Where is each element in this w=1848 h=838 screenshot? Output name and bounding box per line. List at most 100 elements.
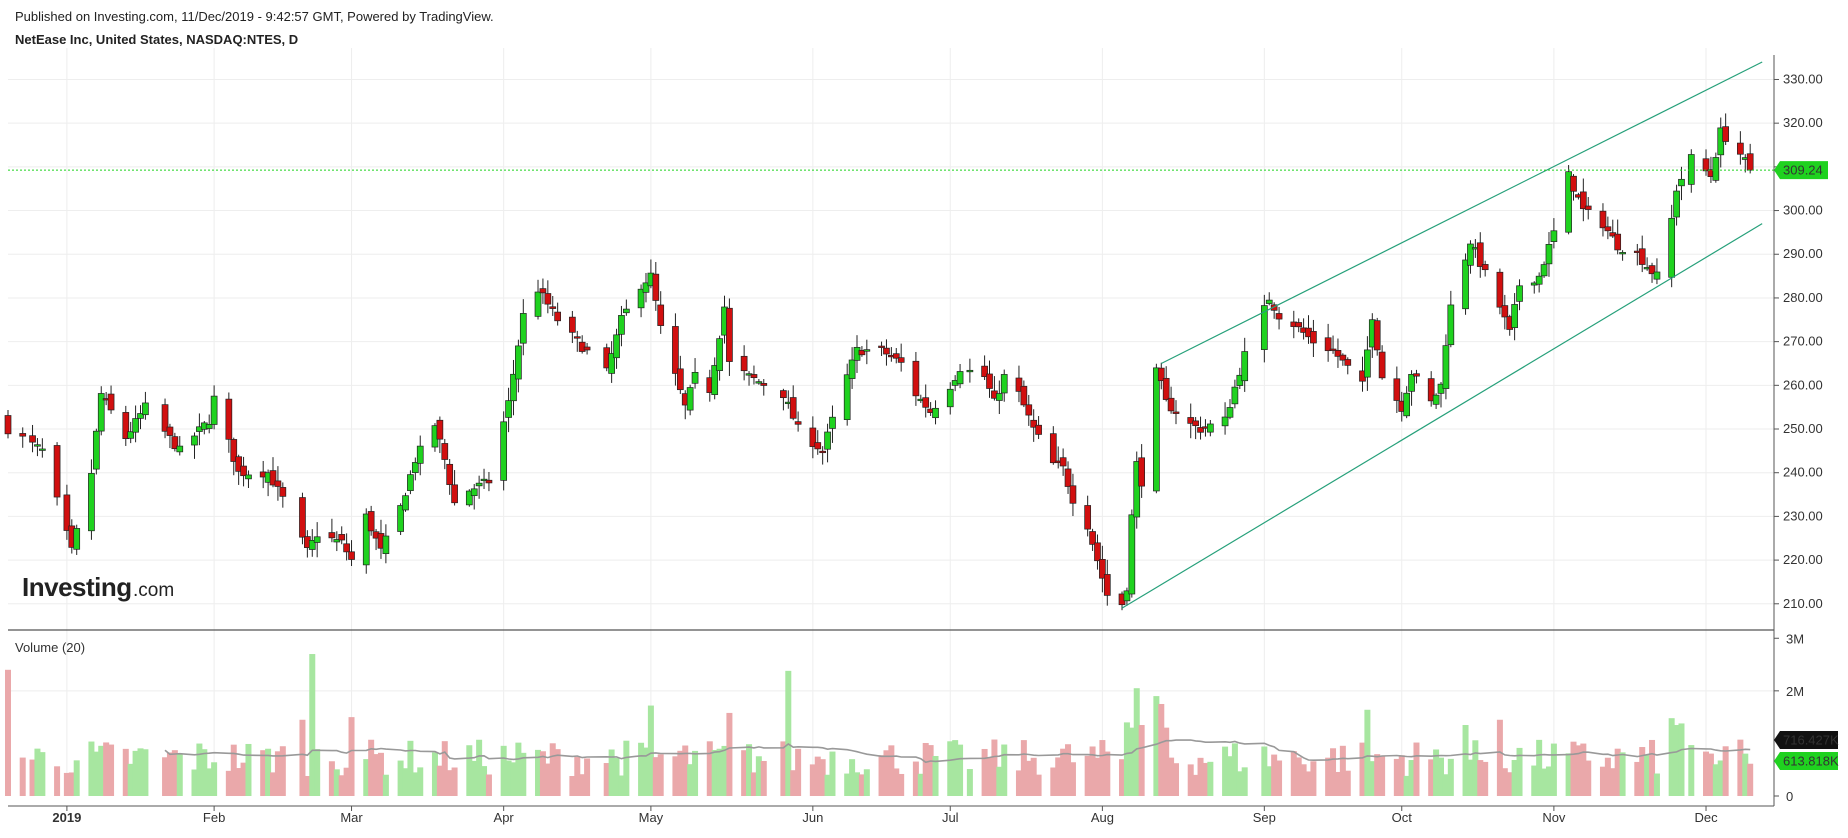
volume-bar (1271, 754, 1278, 796)
volume-bar (1207, 761, 1214, 796)
volume-bar (952, 740, 959, 796)
candle-body (505, 400, 512, 418)
candle-body (569, 316, 576, 333)
volume-bar (716, 748, 723, 796)
volume-bar (1099, 740, 1106, 796)
volume-bar (854, 772, 861, 796)
candle-body (1069, 485, 1077, 504)
candle-body (843, 374, 851, 420)
candle-body (382, 535, 390, 554)
volume-bar (1128, 727, 1135, 796)
volume-bar (1433, 749, 1440, 796)
volume-panel-title: Volume (20) (15, 640, 85, 655)
candle-body (63, 494, 71, 531)
volume-bar (544, 763, 551, 796)
time-tick-label: 2019 (52, 810, 81, 825)
candle-body (29, 435, 36, 443)
volume-bar (505, 760, 512, 796)
candle-body (205, 424, 213, 429)
volume-bar (858, 774, 865, 796)
candle-body (446, 463, 454, 485)
candle-body (819, 450, 827, 454)
time-tick-label: Mar (340, 810, 363, 825)
volume-bar (927, 745, 934, 796)
volume-bar (1055, 757, 1062, 796)
candle-body (1403, 392, 1411, 417)
volume-bar (1222, 746, 1229, 796)
candle-body (245, 474, 252, 480)
volume-bar (1506, 772, 1513, 796)
volume-bar (1295, 757, 1302, 796)
candle-body (613, 334, 620, 359)
candle-body (1393, 378, 1401, 401)
volume-bar (1742, 753, 1749, 796)
volume-bar (863, 769, 870, 796)
volume-bar (299, 719, 306, 796)
volume-bar (1634, 761, 1641, 796)
time-tick-label: Jul (942, 810, 959, 825)
volume-bar (1300, 764, 1307, 796)
volume-bar (584, 758, 591, 796)
volume-bar (1192, 774, 1199, 796)
volume-bar (1482, 761, 1489, 796)
candle-body (1364, 349, 1371, 378)
price-tick-label: 300.00 (1783, 203, 1823, 218)
volume-bar (338, 775, 345, 796)
candle-body (780, 390, 787, 399)
volume-bar (476, 739, 483, 796)
price-tick-label: 280.00 (1783, 290, 1823, 305)
candle-body (1737, 142, 1744, 155)
candle-body (1668, 217, 1676, 278)
candle-body (313, 536, 321, 543)
volume-bar (996, 766, 1003, 796)
volume-bar (1668, 718, 1675, 796)
volume-ma-label: 716.427K (1783, 733, 1839, 748)
time-axis[interactable]: 2019 Feb Mar Apr May Jun Jul Aug Sep Oct Nov Dec (52, 806, 1718, 825)
volume-bar (1025, 760, 1032, 796)
volume-bar (1599, 766, 1606, 796)
volume-bar (1550, 743, 1557, 796)
volume-bar (642, 747, 649, 796)
candle-body (1678, 178, 1685, 187)
candle-body (1702, 158, 1710, 172)
candle-body (1722, 126, 1729, 142)
volume-bar (515, 742, 522, 796)
volume-bar (1609, 768, 1616, 796)
candle-body (1687, 154, 1695, 185)
volume-bar (240, 762, 247, 796)
time-tick-label: Aug (1091, 810, 1114, 825)
price-axis[interactable]: 210.00 220.00 230.00 240.00 250.00 260.00 270.… (1774, 71, 1828, 611)
volume-bar (1035, 774, 1042, 796)
volume-bar (657, 754, 664, 796)
time-tick-label: Feb (203, 810, 225, 825)
candle-body (34, 444, 41, 447)
price-tick-label: 210.00 (1783, 596, 1823, 611)
candle-body (470, 488, 478, 497)
candle-body (362, 513, 370, 566)
grid-lines (8, 48, 1774, 796)
volume-bar (922, 742, 929, 796)
volume-bar (1413, 742, 1420, 796)
volume-ma-line (164, 739, 1751, 764)
volume-bar (348, 717, 355, 796)
volume-bar (1408, 760, 1415, 796)
volume-bar (314, 749, 321, 796)
candle-body (760, 383, 768, 386)
candle-body (1638, 248, 1646, 265)
volume-bar (191, 769, 198, 796)
candle-body (397, 505, 404, 532)
volume-bar (520, 752, 527, 796)
volume-bar (535, 749, 542, 796)
volume-bar (368, 739, 375, 796)
candle-body (883, 347, 890, 355)
volume-bar (1565, 753, 1572, 796)
candle-body (1501, 305, 1509, 318)
logo-suffix: .com (133, 580, 174, 601)
volume-bar (402, 768, 409, 796)
volume-bar (1334, 771, 1341, 796)
candle-body (946, 388, 954, 408)
volume-bar (672, 756, 679, 796)
candle-body (716, 338, 723, 371)
candle-body (1324, 337, 1332, 352)
